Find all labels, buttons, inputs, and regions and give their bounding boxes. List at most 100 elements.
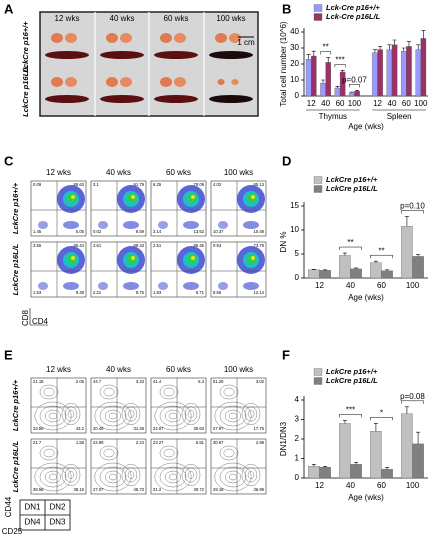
bar bbox=[372, 52, 378, 97]
contour bbox=[94, 401, 132, 431]
quadrant-value: 1.83 bbox=[153, 290, 162, 295]
y-axis-label: CD8 bbox=[21, 309, 30, 326]
column-header: 60 wks bbox=[164, 14, 189, 23]
density-blob bbox=[218, 282, 228, 290]
plot-frame bbox=[210, 377, 267, 434]
y-tick-label: 0 bbox=[295, 273, 300, 282]
quadrant-value: 8.55 bbox=[213, 290, 222, 295]
x-tick-label: 12 bbox=[373, 99, 382, 108]
quadrant-value: 91.79 bbox=[134, 182, 145, 187]
x-tick-label: 12 bbox=[315, 281, 324, 290]
bar bbox=[339, 423, 351, 479]
x-tick-label: 100 bbox=[406, 281, 420, 290]
contour bbox=[44, 409, 62, 423]
contour bbox=[159, 445, 179, 461]
contour bbox=[103, 448, 115, 458]
contour bbox=[99, 445, 119, 461]
bar bbox=[412, 256, 424, 279]
column-header: 40 wks bbox=[106, 168, 131, 177]
x-tick-label: 100 bbox=[348, 99, 362, 108]
contour bbox=[94, 462, 132, 492]
significance-bracket bbox=[339, 246, 362, 251]
plot-frame bbox=[90, 438, 147, 495]
quadrant-value: 2.61 bbox=[93, 243, 102, 248]
quadrant-value: 2.21 bbox=[93, 290, 102, 295]
quadrant-value: 0.09 bbox=[33, 182, 42, 187]
plot-frame bbox=[90, 377, 147, 434]
significance-bracket bbox=[339, 414, 362, 418]
spleen-organ bbox=[100, 95, 144, 103]
y-tick-label: 5 bbox=[295, 249, 300, 258]
x-tick-label: 100 bbox=[414, 99, 428, 108]
quadrant-value: 21.7 bbox=[33, 440, 42, 445]
error-bar bbox=[354, 267, 359, 269]
contour bbox=[241, 402, 261, 426]
y-tick-label: 40 bbox=[290, 27, 299, 36]
error-bar bbox=[349, 91, 354, 93]
thymus-organ bbox=[174, 33, 186, 43]
column-header: 100 wks bbox=[216, 14, 245, 23]
quadrant-value: 20.49 bbox=[93, 426, 104, 431]
scale-label: 1 cm bbox=[237, 38, 255, 47]
bar bbox=[401, 226, 413, 279]
contour bbox=[39, 466, 67, 488]
legend-swatch bbox=[313, 176, 323, 184]
density-blob bbox=[98, 282, 108, 290]
thymus-organ bbox=[120, 77, 132, 87]
contour bbox=[159, 405, 187, 427]
quadrant-value: 45.73 bbox=[134, 487, 145, 492]
density-blob bbox=[71, 256, 75, 260]
quadrant-value: 31.48 bbox=[134, 426, 145, 431]
quadrant-value: 3.1 bbox=[93, 182, 99, 187]
density-blob bbox=[158, 282, 168, 290]
x-axis-label: CD4 bbox=[32, 317, 49, 326]
legend-label: LckCre p16+/+ bbox=[326, 367, 378, 376]
quadrant-value: 27.97 bbox=[213, 426, 224, 431]
bar bbox=[381, 469, 393, 479]
bar bbox=[415, 49, 421, 97]
quadrant-value: 12.14 bbox=[254, 290, 265, 295]
contour bbox=[164, 470, 182, 484]
density-blob bbox=[183, 221, 199, 229]
contour bbox=[44, 470, 62, 484]
quadrant-value: 27.07 bbox=[93, 487, 104, 492]
quadrant-value: 1.53 bbox=[33, 290, 42, 295]
error-bar bbox=[378, 46, 383, 50]
contour bbox=[121, 463, 141, 487]
quadrant-value: 2.05 bbox=[76, 379, 85, 384]
quadrant-value: 3.14 bbox=[153, 229, 162, 234]
plot-frame bbox=[210, 438, 267, 495]
error-bar bbox=[404, 406, 409, 414]
significance-bracket bbox=[349, 84, 360, 88]
column-header: 100 wks bbox=[224, 365, 253, 374]
bar bbox=[319, 467, 331, 479]
row-label: LckCre p16L/L bbox=[11, 440, 20, 492]
quadrant-value: 88.43 bbox=[134, 243, 145, 248]
spleen-organ bbox=[45, 95, 89, 103]
x-tick-label: 60 bbox=[336, 99, 345, 108]
bar bbox=[320, 83, 326, 97]
column-header: 12 wks bbox=[55, 14, 80, 23]
quadrant-value: 2.24 bbox=[136, 440, 145, 445]
y-axis-label: DN1/DN3 bbox=[279, 421, 288, 456]
thymus-organ bbox=[160, 77, 172, 87]
quadrant-value: 24.99 bbox=[93, 440, 104, 445]
error-bar bbox=[335, 86, 340, 88]
bar bbox=[386, 49, 393, 97]
spleen-organ bbox=[154, 51, 198, 59]
x-tick-label: 12 bbox=[307, 99, 316, 108]
legend-label: LckCre p16L/L bbox=[326, 376, 378, 385]
thymus-organ bbox=[106, 77, 118, 87]
y-tick-label: 15 bbox=[290, 201, 299, 210]
panel-letter: A bbox=[4, 1, 14, 16]
y-axis-label: CD44 bbox=[4, 496, 13, 517]
contour bbox=[39, 445, 59, 461]
error-bar bbox=[421, 30, 426, 39]
quadrant-value: 39.72 bbox=[194, 487, 205, 492]
legend-swatch bbox=[313, 368, 323, 376]
contour bbox=[214, 401, 252, 431]
contour bbox=[181, 402, 201, 426]
thymus-organ bbox=[215, 33, 227, 43]
quadrant-value: 6.25 bbox=[153, 182, 162, 187]
